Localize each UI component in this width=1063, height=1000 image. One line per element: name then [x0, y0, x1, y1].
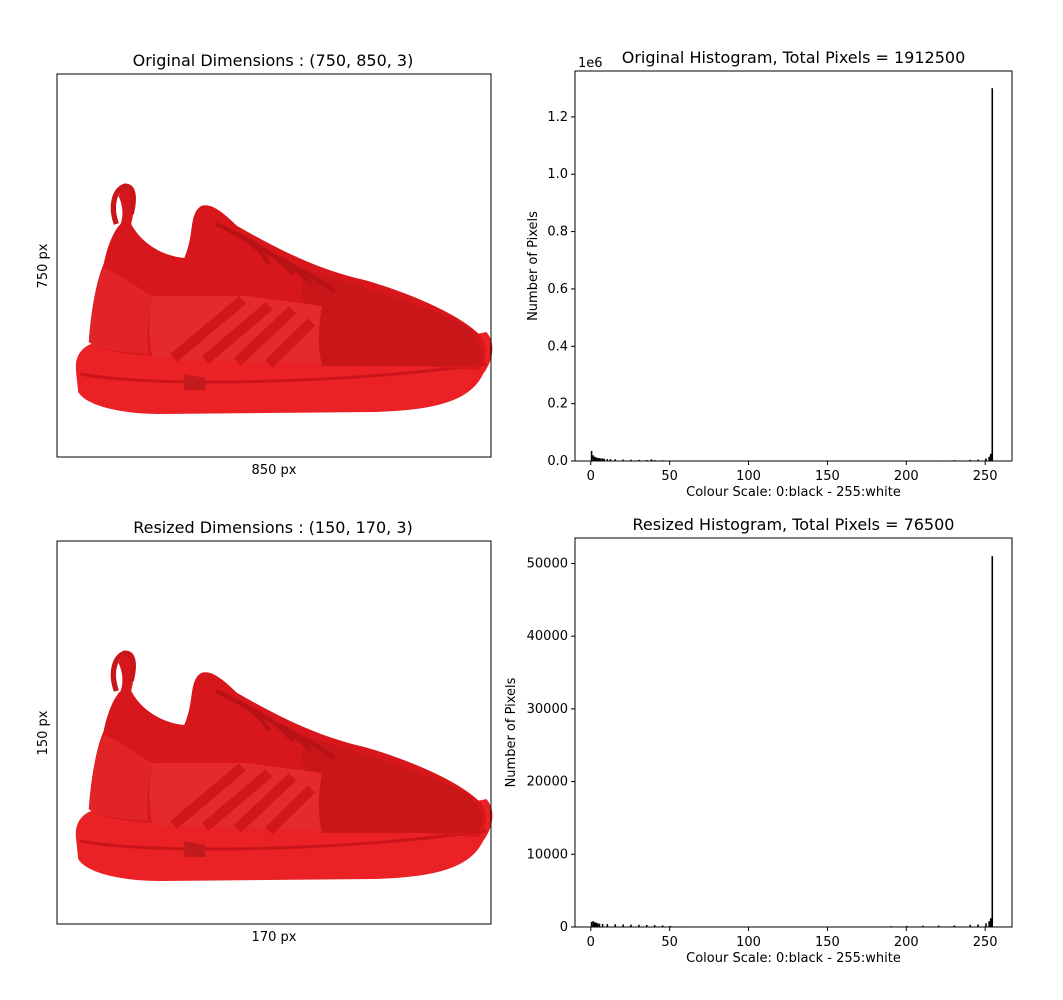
resized-histogram-bar	[991, 556, 994, 927]
resized-histogram-bar	[977, 924, 979, 927]
original-y-tick-label: 1.2	[547, 110, 568, 125]
resized-image-panel: Resized Dimensions : (150, 170, 3) 170 p…	[36, 518, 492, 945]
original-x-tick-label: 0	[587, 469, 595, 484]
resized-y-tick-label: 50000	[527, 556, 568, 571]
resized-y-tick-label: 40000	[527, 629, 568, 644]
resized-y-tick-label: 20000	[527, 775, 568, 790]
resized-histogram-chart: Resized Histogram, Total Pixels = 76500 0…	[504, 515, 1013, 966]
original-histogram-bar	[603, 458, 605, 461]
original-image-ylabel: 750 px	[36, 243, 51, 288]
original-histogram-bar	[597, 457, 599, 461]
original-histogram-bar	[989, 453, 992, 461]
original-image-panel: Original Dimensions : (750, 850, 3) 850 …	[36, 51, 492, 478]
original-histogram-bar	[592, 455, 594, 461]
original-x-tick-label: 100	[736, 469, 761, 484]
original-histogram-xlabel: Colour Scale: 0:black - 255:white	[686, 485, 901, 500]
resized-histogram-bar	[597, 923, 599, 927]
resized-histogram-bar	[590, 921, 593, 927]
original-histogram-bar	[977, 459, 979, 461]
resized-histogram-bar	[661, 925, 664, 927]
original-histogram-bar	[985, 458, 987, 461]
original-x-tick-label: 250	[973, 469, 998, 484]
resized-histogram-bar	[601, 923, 604, 927]
resized-y-tick-label: 30000	[527, 702, 568, 717]
original-histogram-bar	[650, 459, 653, 461]
original-histogram-bar	[630, 459, 632, 461]
resized-histogram-axes	[574, 537, 1013, 928]
resized-histogram-bar	[906, 925, 908, 927]
resized-histogram-bar	[669, 925, 672, 927]
original-histogram-bar	[622, 459, 624, 461]
original-y-tick-label: 0.8	[547, 225, 568, 240]
original-histogram-bar	[638, 459, 640, 461]
original-x-tick-label: 150	[815, 469, 840, 484]
original-histogram-bar	[645, 459, 648, 461]
resized-histogram-title: Resized Histogram, Total Pixels = 76500	[633, 515, 955, 534]
original-y-tick-label: 0.4	[547, 339, 568, 354]
original-histogram-bar	[614, 459, 617, 461]
original-histogram-axes	[574, 70, 1013, 462]
original-y-tick-label: 1.0	[547, 167, 568, 182]
original-histogram-bar	[600, 458, 602, 461]
original-x-tick-label: 200	[894, 469, 919, 484]
original-histogram-ylabel: Number of Pixels	[526, 211, 541, 321]
resized-x-tick-label: 0	[587, 935, 595, 950]
resized-histogram-bar	[953, 925, 956, 927]
resized-histogram-bar	[622, 924, 624, 927]
original-x-tick-label: 50	[661, 469, 678, 484]
resized-histogram-bar	[595, 922, 598, 927]
resized-histogram-bar	[592, 921, 594, 927]
resized-x-tick-label: 200	[894, 935, 919, 950]
resized-histogram-bar	[922, 925, 924, 927]
original-histogram-bar	[590, 450, 593, 461]
original-image-title: Original Dimensions : (750, 850, 3)	[133, 51, 414, 70]
original-histogram-bar	[593, 456, 596, 461]
resized-image-ylabel: 150 px	[36, 710, 51, 755]
resized-histogram-bar	[593, 922, 596, 927]
resized-histogram-bar	[645, 924, 648, 927]
resized-histogram-bar	[653, 925, 656, 927]
resized-histogram-bar	[598, 923, 601, 927]
resized-image-xlabel: 170 px	[252, 930, 297, 945]
original-y-offset-text: 1e6	[578, 56, 603, 71]
original-histogram-bar	[598, 458, 601, 461]
resized-y-tick-label: 0	[560, 920, 568, 935]
original-histogram-bar	[606, 458, 609, 461]
resized-histogram-bar	[630, 924, 632, 927]
original-histogram-bar	[595, 457, 598, 461]
resized-histogram-bar	[969, 924, 971, 927]
resized-histogram-bar	[988, 921, 990, 927]
original-histogram-title: Original Histogram, Total Pixels = 19125…	[622, 48, 966, 67]
resized-histogram-xlabel: Colour Scale: 0:black - 255:white	[686, 951, 901, 966]
resized-histogram-bar	[614, 924, 617, 927]
resized-image-title: Resized Dimensions : (150, 170, 3)	[133, 518, 413, 537]
resized-histogram-bar	[989, 918, 992, 927]
resized-y-tick-label: 10000	[527, 847, 568, 862]
original-image-xlabel: 850 px	[252, 463, 297, 478]
original-histogram-bar	[609, 459, 612, 461]
original-histogram-bar	[988, 456, 990, 461]
original-histogram-bar	[969, 459, 971, 461]
original-y-tick-label: 0.6	[547, 282, 568, 297]
resized-x-tick-label: 250	[973, 935, 998, 950]
resized-x-tick-label: 50	[661, 935, 678, 950]
original-histogram-chart: Original Histogram, Total Pixels = 19125…	[526, 48, 1013, 500]
resized-histogram-ylabel: Number of Pixels	[504, 677, 519, 787]
original-y-tick-label: 0.2	[547, 397, 568, 412]
resized-histogram-bar	[606, 924, 609, 927]
resized-x-tick-label: 100	[736, 935, 761, 950]
resized-histogram-bar	[937, 925, 940, 927]
resized-histogram-bar	[985, 923, 987, 927]
original-histogram-bar	[991, 88, 994, 462]
resized-histogram-bar	[638, 924, 640, 927]
original-histogram-bar	[601, 458, 604, 461]
original-y-tick-label: 0.0	[547, 454, 568, 469]
resized-x-tick-label: 150	[815, 935, 840, 950]
